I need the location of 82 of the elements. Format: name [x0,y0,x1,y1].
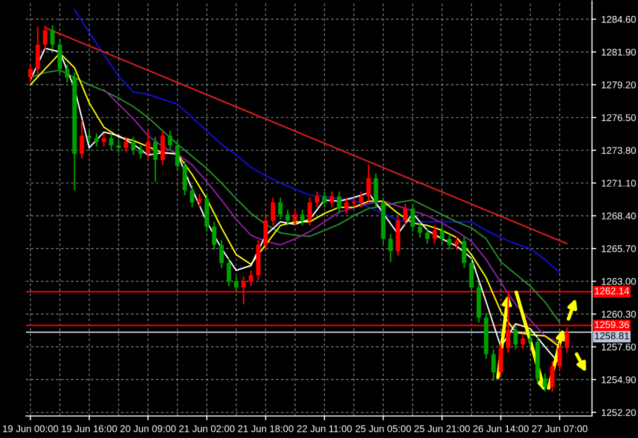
candlestick [278,196,283,220]
x-tick-label: 19 Jun 00:00 [3,425,58,432]
candlestick [344,196,349,214]
candlestick [50,24,55,50]
candlestick [403,202,408,226]
candlestick [190,184,194,208]
candlestick [270,196,276,226]
candlestick [542,372,548,392]
candlestick [557,342,562,372]
y-tick-label: 1254.90 [602,376,636,384]
x-tick-label: 27 Jun 07:00 [532,425,588,432]
y-tick-label: 1273.80 [602,146,636,154]
candlestick [513,324,518,350]
y-tick-label: 1271.10 [602,180,636,187]
candlestick [314,190,320,208]
candlestick [336,190,342,214]
candlestick [366,164,371,202]
candlestick [42,24,48,50]
candlestick [168,130,172,151]
candlestick [138,144,143,160]
candlestick [330,190,334,208]
candlestick [109,132,114,151]
y-tick-label: 1263.00 [602,278,636,285]
candlestick [248,270,254,287]
ref-line-label: 1262.14 [595,287,630,294]
candlestick [94,132,99,148]
candlestick [322,190,327,208]
candlestick [454,236,459,250]
candlestick [102,132,106,148]
x-tick-label: 19 Jun 16:00 [62,425,117,432]
candlestick [300,209,305,226]
x-tick-label: 22 Jun 11:00 [297,425,352,432]
x-tick-label: 25 Jun 05:00 [356,425,411,432]
line-series [103,88,560,344]
candlestick [425,227,430,244]
candlestick [153,136,158,182]
y-tick-label: 1279.20 [602,81,636,88]
candlestick [447,233,452,250]
y-tick-label: 1257.60 [602,344,636,350]
candlestick [491,348,496,382]
candlestick [226,258,232,287]
candlestick [219,239,224,269]
x-tick-label: 21 Jun 02:00 [179,425,235,432]
candlestick [388,233,393,263]
candlestick [124,136,128,154]
candlestick [175,140,180,172]
y-tick-label: 1268.40 [602,212,636,220]
line-series [74,8,560,274]
y-tick-label: 1252.20 [602,409,636,416]
candlestick [350,196,357,208]
candlestick [292,209,298,226]
y-tick-label: 1276.50 [602,114,636,122]
candlestick [234,276,238,293]
y-tick-label: 1284.60 [602,16,636,23]
candlestick [80,119,84,160]
candlestick [528,329,532,348]
y-tick-label: 1260.30 [602,310,636,318]
candlestick [418,221,422,238]
candlestick [87,130,92,144]
candlestick [146,130,150,160]
x-tick-label: 25 Jun 21:00 [414,425,470,432]
candlestick [212,221,216,250]
ref-line-label: 1258.81 [595,332,629,340]
candlestick [432,224,437,244]
candlestick [358,190,364,208]
candlestick [116,140,121,154]
x-tick-label: 21 Jun 18:00 [238,425,294,432]
candlestick [28,63,33,83]
candlestick [550,360,555,392]
x-tick-label: 26 Jun 14:00 [473,425,529,432]
candlestick [462,236,466,269]
x-tick-label: 20 Jun 09:00 [120,425,176,432]
y-tick-label: 1281.90 [602,48,636,56]
candlestick [520,332,526,350]
candlestick [308,196,312,226]
candlestick [131,136,136,156]
ref-line-label: 1259.36 [595,321,629,328]
y-tick-label: 1265.70 [602,245,636,252]
candlestick [440,224,444,244]
candlestick [64,63,70,83]
candlestick [410,202,415,232]
candlestick [285,209,290,226]
